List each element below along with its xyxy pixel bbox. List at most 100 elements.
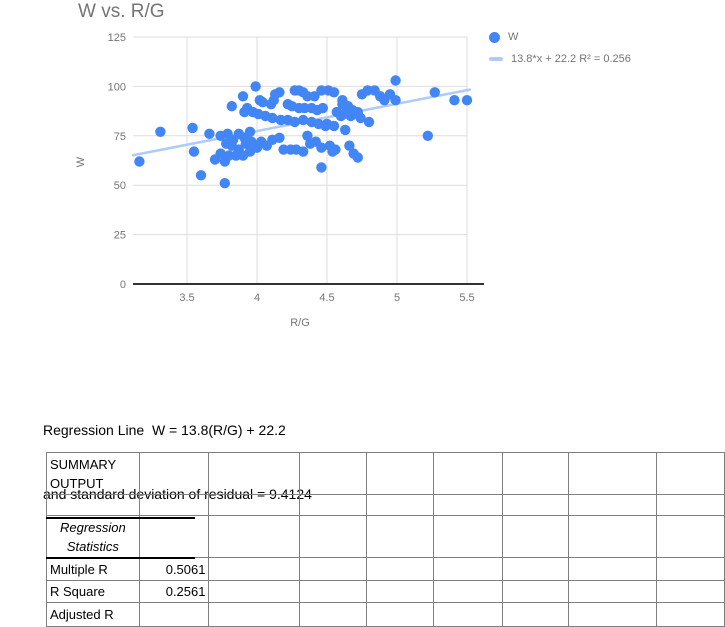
table-cell[interactable] [655, 515, 725, 558]
y-tick-label: 125 [108, 32, 126, 44]
regression-stats-bottom-border [46, 557, 195, 559]
table-cell[interactable] [502, 580, 569, 603]
table-cell[interactable] [208, 557, 300, 581]
table-cell[interactable] [655, 602, 725, 627]
table-cell[interactable] [298, 602, 367, 627]
table-cell[interactable] [138, 494, 210, 516]
y-tick-label: 75 [114, 131, 126, 143]
data-point [344, 140, 355, 151]
x-axis-title: R/G [290, 317, 310, 329]
x-tick-label: 5.5 [459, 292, 474, 304]
table-cell[interactable] [298, 557, 367, 581]
data-point [328, 87, 340, 98]
table-cell[interactable] [567, 515, 657, 558]
table-cell[interactable] [208, 494, 300, 516]
data-point [267, 112, 278, 124]
chart-legend: W 13.8*x + 22.2 R² = 0.256 [489, 26, 631, 70]
table-cell[interactable] [365, 557, 435, 581]
series-dot-icon [489, 31, 500, 43]
table-cell[interactable]: Regression Statistics [46, 515, 140, 558]
data-point [422, 130, 433, 141]
data-point [340, 124, 351, 136]
data-point [204, 128, 215, 139]
data-point [274, 87, 285, 98]
table-cell[interactable]: Adjusted R [46, 602, 140, 627]
table-cell[interactable] [298, 580, 367, 603]
trendline-swatch-icon [489, 57, 503, 61]
data-point [274, 132, 285, 143]
table-cell[interactable] [655, 452, 725, 495]
table-cell[interactable] [365, 452, 435, 495]
table-cell[interactable] [502, 452, 569, 495]
data-point [289, 116, 300, 128]
y-tick-label: 100 [108, 81, 126, 93]
table-cell[interactable] [502, 557, 569, 581]
table-cell[interactable] [138, 515, 210, 558]
data-point [328, 120, 340, 132]
table-cell[interactable] [567, 557, 657, 581]
table-cell[interactable] [208, 515, 300, 558]
table-cell[interactable] [433, 452, 504, 495]
table-cell[interactable] [365, 494, 435, 516]
table-cell[interactable] [433, 580, 504, 603]
table-cell[interactable] [567, 452, 657, 495]
table-cell[interactable] [502, 515, 569, 558]
table-cell[interactable]: R Square [46, 580, 140, 603]
table-cell[interactable] [502, 494, 569, 516]
table-cell[interactable] [46, 494, 140, 516]
data-point [352, 152, 363, 163]
data-point [298, 146, 309, 157]
data-point [219, 178, 230, 189]
table-cell[interactable] [298, 494, 367, 516]
data-point [316, 142, 327, 153]
table-cell[interactable] [138, 452, 210, 495]
data-point [317, 102, 328, 114]
table-cell[interactable] [298, 515, 367, 558]
table-cell[interactable] [655, 494, 725, 516]
chart-title: W vs. R/G [78, 1, 165, 22]
table-cell[interactable]: 0.2561 [138, 580, 210, 603]
table-cell[interactable] [567, 494, 657, 516]
data-point [257, 97, 268, 108]
table-cell[interactable] [502, 602, 569, 627]
table-cell[interactable]: 0.5061 [138, 557, 210, 581]
table-cell[interactable] [655, 557, 725, 581]
data-point [187, 122, 198, 134]
table-cell[interactable]: Multiple R [46, 557, 140, 581]
table-cell[interactable]: SUMMARY OUTPUT [46, 452, 140, 495]
data-point [237, 91, 249, 102]
scatter-chart[interactable]: 0 25 50 75 100 125 3.5 4 4.5 5 5.5 W vs. R/G W R/G… [0, 0, 725, 345]
table-cell[interactable] [365, 580, 435, 603]
data-point [390, 95, 401, 106]
summary-output-table: SUMMARY OUTPUT Regression Statistics Multi… [46, 452, 725, 627]
table-cell[interactable] [433, 494, 504, 516]
x-tick-label: 4 [254, 292, 260, 304]
table-cell[interactable] [433, 515, 504, 558]
x-tick-label: 3.5 [179, 292, 194, 304]
table-cell[interactable] [655, 580, 725, 603]
table-cell[interactable] [433, 557, 504, 581]
table-cell[interactable] [138, 602, 210, 627]
data-point [355, 112, 366, 124]
regression-line-text[interactable]: Regression Line W = 13.8(R/G) + 22.2 [43, 422, 286, 438]
table-cell[interactable] [208, 580, 300, 603]
regression-stats-top-border [46, 517, 195, 519]
table-cell[interactable] [208, 452, 300, 495]
table-cell[interactable] [433, 602, 504, 627]
table-cell[interactable] [208, 602, 300, 627]
data-point [390, 75, 401, 86]
x-tick-label: 5 [394, 292, 400, 304]
y-tick-label: 0 [120, 279, 126, 291]
data-point [298, 114, 309, 126]
table-cell[interactable] [567, 602, 657, 627]
data-point [250, 81, 261, 92]
data-point [316, 162, 327, 173]
table-cell[interactable] [365, 602, 435, 627]
table-cell[interactable] [567, 580, 657, 603]
data-point [302, 130, 313, 141]
table-cell[interactable] [298, 452, 367, 495]
data-point [429, 87, 440, 98]
table-cell[interactable] [365, 515, 435, 558]
y-tick-label: 50 [114, 180, 126, 192]
data-point [226, 101, 237, 112]
